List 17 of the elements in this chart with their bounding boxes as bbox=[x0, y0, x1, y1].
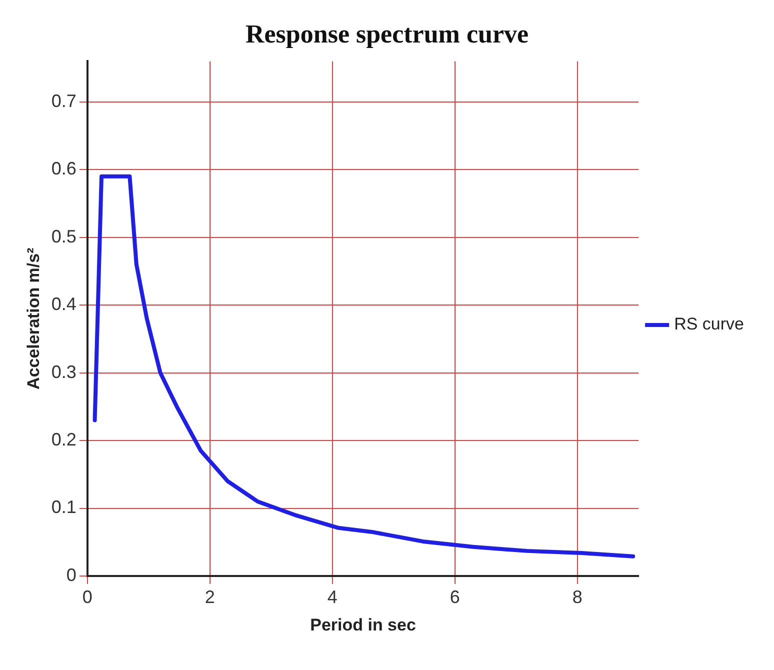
y-tick-label: 0.5 bbox=[51, 226, 76, 246]
x-tick-label: 0 bbox=[82, 586, 92, 607]
y-tick-label: 0.6 bbox=[51, 158, 76, 179]
x-tick-label: 2 bbox=[204, 586, 215, 607]
legend-label: RS curve bbox=[674, 314, 744, 334]
x-tick-label: 6 bbox=[450, 586, 460, 607]
x-axis-title: Period in sec bbox=[310, 615, 416, 634]
y-tick-label: 0 bbox=[66, 564, 76, 585]
y-tick-label: 0.3 bbox=[51, 362, 76, 382]
x-tick-label: 8 bbox=[572, 586, 582, 607]
x-tick-label: 4 bbox=[327, 586, 338, 607]
y-tick-label: 0.1 bbox=[51, 497, 76, 518]
y-tick-label: 0.4 bbox=[51, 294, 76, 314]
y-tick-label: 0.2 bbox=[51, 429, 76, 450]
y-tick-label: 0.7 bbox=[51, 90, 76, 111]
y-axis-title: Acceleration m/s² bbox=[24, 247, 43, 390]
chart-title: Response spectrum curve bbox=[245, 19, 529, 48]
